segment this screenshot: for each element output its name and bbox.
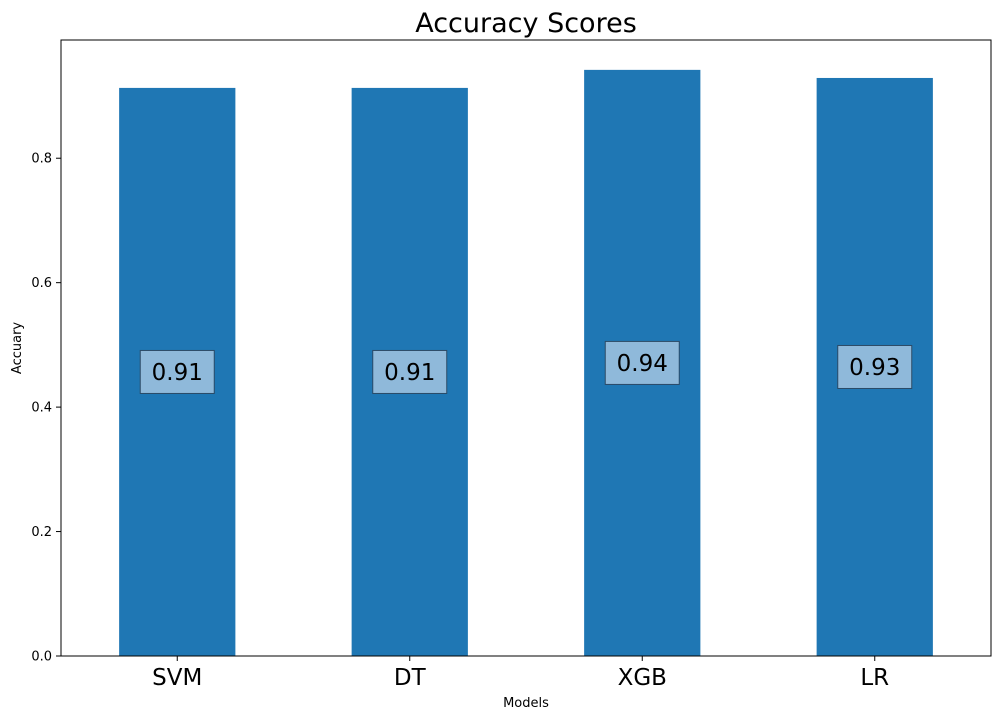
x-tick-label-svm: SVM (152, 665, 202, 691)
y-tick-label: 0.4 (31, 401, 52, 416)
data-label-xgb: 0.94 (604, 340, 680, 385)
y-tick-label: 0.0 (31, 650, 52, 665)
data-label-box (604, 340, 680, 385)
y-tick-label: 0.8 (31, 152, 52, 167)
x-tick-label-dt: DT (394, 665, 427, 691)
y-axis-label: Accuary (10, 322, 25, 375)
y-tick-label: 0.6 (31, 276, 52, 291)
x-axis-label: Models (503, 696, 549, 711)
data-label-dt: 0.91 (372, 349, 448, 394)
data-label-box (372, 349, 448, 394)
y-axis: 0.0 0.2 0.4 0.6 0.8 (31, 152, 61, 665)
x-axis: SVM DT XGB LR (152, 656, 889, 691)
plot-frame (60, 39, 992, 657)
y-tick-label: 0.2 (31, 525, 52, 540)
data-label-box (139, 349, 215, 394)
x-tick-label-lr: LR (860, 665, 889, 691)
data-label-value: 0.94 (617, 351, 668, 377)
data-label-value: 0.93 (849, 355, 900, 381)
data-label-value: 0.91 (384, 360, 435, 386)
x-tick-label-xgb: XGB (618, 665, 667, 691)
data-label-svm: 0.91 (139, 349, 215, 394)
data-labels: 0.91 0.91 0.94 0.93 (139, 340, 913, 394)
bars-layer (119, 69, 933, 657)
chart-title: Accuracy Scores (415, 8, 637, 39)
data-label-lr: 0.93 (837, 344, 913, 389)
data-label-value: 0.91 (152, 360, 203, 386)
data-label-box (837, 344, 913, 389)
